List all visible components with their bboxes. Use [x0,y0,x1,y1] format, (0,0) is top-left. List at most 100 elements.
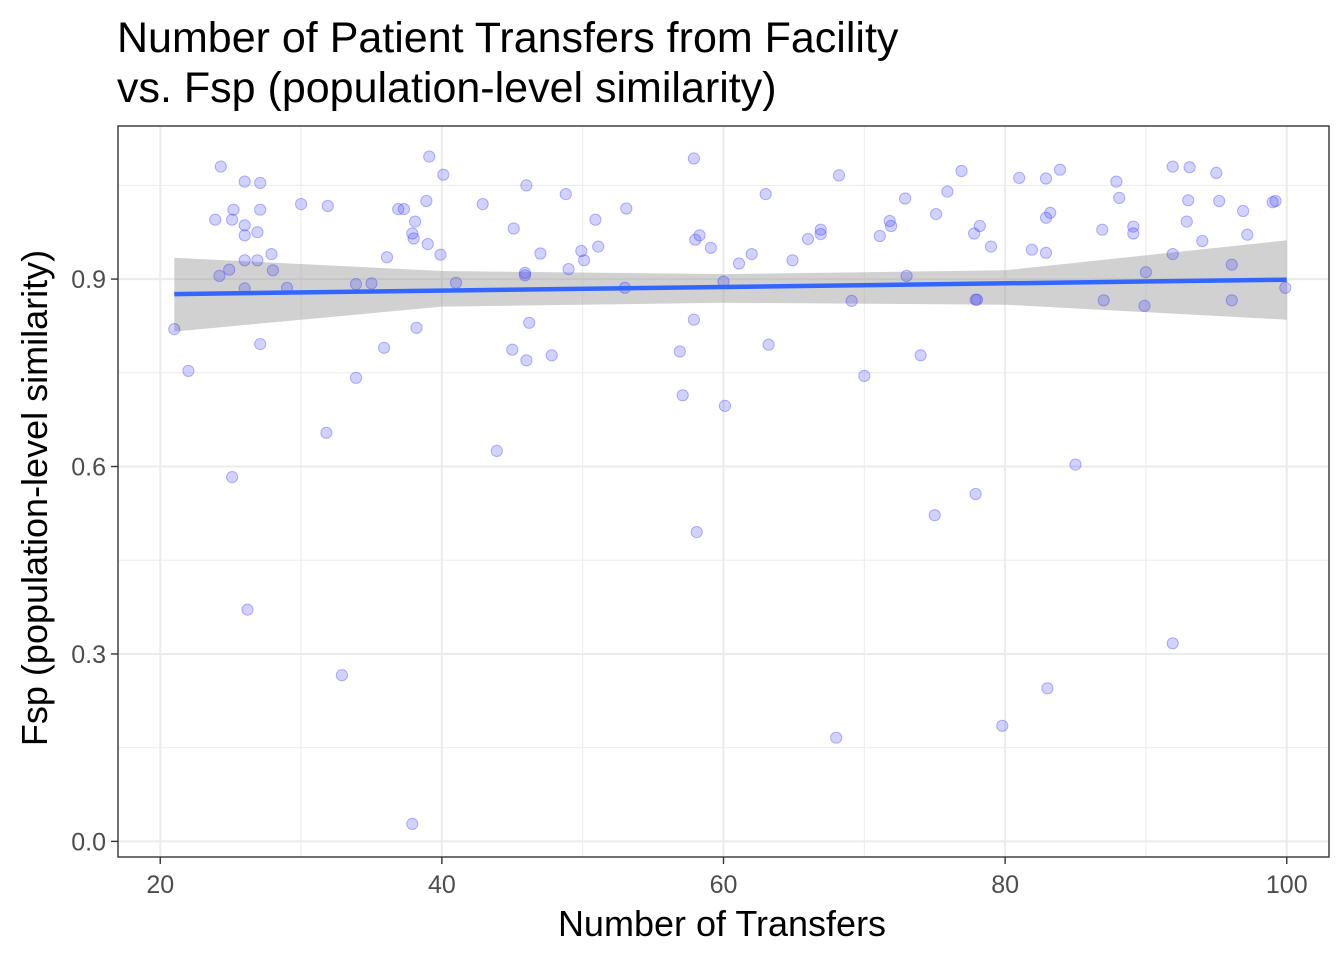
chart-title-line-1: Number of Patient Transfers from Facilit… [117,14,899,62]
data-point [238,219,251,232]
data-point [392,203,405,216]
data-point [226,471,239,484]
data-point [955,164,968,178]
data-point [407,232,420,245]
x-tick-label: 20 [146,871,174,899]
data-point [365,277,378,290]
data-point [883,214,896,228]
data-point [349,371,363,384]
x-axis-title: Number of Transfers [558,903,886,944]
data-point [832,169,846,182]
data-point [941,185,954,198]
data-point [1044,206,1057,219]
data-point [1110,175,1123,188]
data-point [592,240,605,253]
data-point [858,369,871,382]
data-point [295,198,308,211]
data-point [1013,171,1026,184]
data-point [410,321,423,334]
data-point [226,213,239,226]
data-point [1069,458,1082,471]
data-point [814,228,827,241]
data-point [254,176,267,189]
data-point [182,364,195,377]
data-point [520,179,533,192]
data-point [1183,161,1196,174]
data-point [693,229,706,242]
data-point [406,227,419,240]
data-point [434,248,447,261]
data-point [732,257,746,270]
chart-title-line-2: vs. Fsp (population-level similarity) [117,64,777,112]
data-point [1025,243,1039,256]
data-points [168,150,1292,831]
data-point [397,203,410,216]
data-point [1139,266,1153,279]
data-point [673,345,686,358]
data-point [885,219,898,233]
x-tick-label: 80 [991,871,1019,899]
data-point [506,343,519,356]
regression-line-layer [174,277,1287,297]
data-point [1127,227,1140,240]
data-point [238,175,251,188]
data-point [520,354,533,367]
data-point [1039,246,1053,259]
data-point [254,338,267,351]
data-point [1279,281,1292,294]
data-point [845,294,858,307]
x-axis-tick-labels: 20 40 60 80 100 [146,871,1307,899]
data-point [1210,166,1223,179]
data-point [578,254,591,267]
y-tick-label: 0.0 [71,828,106,856]
data-point [1196,234,1209,248]
data-point [559,188,572,201]
data-point [984,240,998,253]
y-axis-tick-labels: 0.0 0.3 0.6 0.9 [71,266,106,856]
data-point [1213,194,1226,208]
data-point [1127,220,1140,233]
data-point [689,233,702,246]
data-point [523,316,536,329]
data-point [873,229,886,243]
data-point [227,203,240,216]
data-point [380,251,394,264]
data-point [690,526,703,539]
data-point [168,323,181,336]
data-point [1166,637,1179,650]
data-point [490,444,503,457]
data-point [1266,196,1279,209]
data-point [254,203,267,216]
data-point [687,152,701,165]
data-point [814,223,827,236]
data-point [900,269,913,282]
data-point [1113,191,1126,204]
x-tick-label: 60 [710,871,738,899]
data-point [1041,682,1054,695]
y-tick-label: 0.9 [71,266,106,294]
data-point [1053,163,1067,176]
data-point [801,233,815,246]
data-point [251,226,264,239]
data-point [1039,172,1053,185]
x-tick-label: 100 [1266,871,1308,899]
data-point [437,168,450,181]
data-point [996,719,1009,732]
data-point [507,222,520,235]
data-point [575,244,588,258]
data-point [321,199,334,213]
data-point [1225,294,1238,307]
data-point [1097,294,1110,307]
data-point [251,254,264,267]
data-point [687,313,701,326]
data-point [420,194,433,208]
regression-line [174,277,1287,297]
data-point [238,254,251,267]
data-point [1166,160,1179,173]
data-point [718,399,732,412]
data-point [223,263,236,276]
data-point [265,248,278,261]
data-point [1166,248,1179,261]
data-point [209,213,222,226]
